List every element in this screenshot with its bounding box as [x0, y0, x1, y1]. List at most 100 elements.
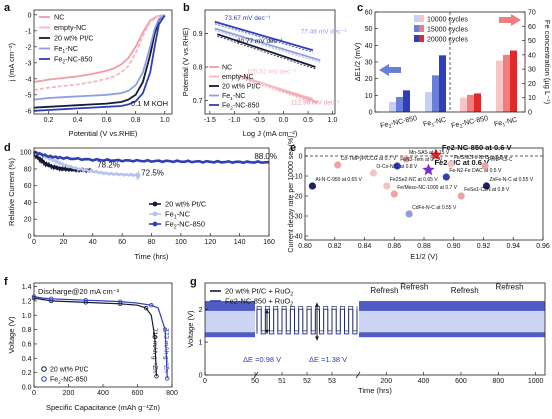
panel-c: Fe2-NC-850 Fe1-NC Fe2-NC-850 Fe1-NC01020304… [353, 10, 552, 130]
series-Fe1-NC [33, 14, 166, 101]
y-tick-label: 60 [365, 10, 373, 17]
x-tick-label: 0.90 [447, 243, 461, 250]
x-tick-label: 140 [234, 239, 246, 246]
series-marker [162, 327, 168, 332]
bar [510, 50, 517, 112]
plot-frame [204, 9, 336, 115]
y-tick-label: 100 [20, 150, 32, 157]
series-empty-NC [241, 76, 314, 100]
point-label: Mn-SAS at 0.75 V [409, 150, 450, 156]
panel-label-f: f [4, 276, 8, 288]
x-axis-label: E1/2 (V) [410, 252, 438, 261]
legend-marker [152, 201, 158, 207]
slope-label: 112.96 mV dec⁻¹ [291, 100, 341, 107]
y-tick-label: 40 [365, 43, 373, 50]
plot-frame [204, 282, 546, 376]
legend-label: 10000 cycles [427, 17, 468, 24]
x-tick-label: 51 [278, 378, 286, 385]
point-label: Fe/SNCFs-NH3 at 0.8 V [454, 155, 508, 161]
y-tick-label: 0.6 [22, 341, 32, 348]
y-tick-label: 20 [24, 217, 32, 224]
slope-label: 105.52 mV dec⁻¹ [247, 69, 297, 76]
x-tick-label: 80 [148, 239, 156, 246]
scatter-point [481, 162, 489, 170]
x-tick-label: 0.86 [387, 243, 401, 250]
legend-swatch [414, 35, 419, 42]
refresh-label: Refresh [496, 283, 524, 292]
y-tick-label: 60 [24, 183, 32, 190]
x-tick-label: 0.6 [102, 117, 112, 124]
point-label: Fe-N2-Fe DAC at 0.5 V [449, 168, 502, 174]
x-axis-label: Time (hrs) [135, 252, 169, 261]
y-tick-label: 0 [28, 12, 32, 19]
series-20 wt% Pt/C [217, 33, 316, 68]
legend-swatch [419, 25, 424, 32]
x-tick-label: -1.0 [228, 117, 240, 124]
point-label: FeN3-Tem at 0.7 V [400, 157, 443, 163]
y-tick-label: 10 [528, 95, 536, 102]
slope-label: 80.77 mV dec⁻¹ [237, 38, 284, 45]
bar [474, 93, 481, 112]
scatter-point [334, 161, 342, 169]
x-axis-label: Specific Capacitance (mAh g⁻¹Zn) [46, 403, 161, 412]
legend-label: Fe2-NC-850 [222, 103, 259, 112]
point-label: Fe2Se2-NC at 0.65 V [390, 177, 438, 183]
y-tick-label: 10 [365, 93, 373, 100]
legend-label: Fe2-NC-850 [50, 377, 87, 386]
y-axis-label: Relative Current (%) [7, 158, 16, 226]
point-label: Al-N-C-950 at 0.65 V [315, 177, 362, 183]
annotation: 0.1 M KOH [131, 99, 168, 108]
legend-label: NC [222, 65, 232, 72]
legend-label: Fe1-NC [54, 44, 78, 55]
y-tick-label: -1 [25, 28, 31, 35]
scatter-point [383, 182, 391, 190]
scatter-point [369, 169, 378, 177]
y-tick-label: 0.2 [22, 370, 32, 377]
series-marker [49, 296, 54, 301]
point-label: ZnFe-N-C at 0.55 V [489, 177, 533, 183]
x-tick-label: 600 [132, 390, 144, 397]
legend-label: empty-NC [54, 23, 86, 32]
y-tick-label: -40 [292, 234, 302, 241]
y-tick-label: -10 [292, 174, 302, 181]
y-tick-label: 0 [28, 234, 32, 241]
y-tick-label: 1.0 [22, 313, 32, 320]
panel-a: 0.2 0.4 0.6 0.8 1.0 0 -1 -2 -3 -4 -5 -6 Potential (V… [7, 9, 173, 138]
slope-label: 77.46 mV dec⁻¹ [301, 28, 348, 35]
value-label: 72.5% [141, 169, 164, 178]
bar [467, 94, 474, 112]
legend-label: Fe2-NC-850 + RuO2 [225, 297, 293, 308]
panel-d: 0 20 40 60 80 100 120 140 160 0 20 40 60 80 100 Time (h… [7, 147, 277, 261]
y-tick-label: -20 [292, 194, 302, 201]
y-tick-label: 0.7 [193, 98, 203, 105]
point-label: Fe/Meso-NC-1000 at 0.7 V [397, 185, 457, 191]
bar [439, 55, 446, 112]
x-tick-label: 0.82 [328, 243, 342, 250]
legend-label: 20 wt% Pt/C [54, 34, 94, 43]
bar [460, 97, 467, 112]
x-tick-label: 0.8 [131, 117, 141, 124]
scatter-point [390, 190, 398, 198]
x-tick-label: 100 [175, 239, 187, 246]
y-axis-label: Voltage (V) [186, 310, 195, 348]
legend-label: empty-NC [222, 74, 254, 81]
value-label: 88.0% [254, 152, 277, 161]
scatter-point [442, 173, 450, 181]
series-Fe1-NC [214, 27, 321, 62]
series-marker [154, 374, 159, 379]
legend-marker [152, 221, 158, 227]
point-label: FeSe1-C2N at 0.8 V [464, 187, 510, 193]
scatter-point [308, 182, 317, 190]
x-tick-label: 400 [418, 378, 430, 385]
y-tick-label: 0.9 [193, 31, 203, 38]
y-tick-label: 50 [528, 38, 536, 45]
fit-line [241, 78, 314, 102]
point-label: Co-TMPyP/CCG at 0.7 V [341, 156, 397, 162]
panel-label-a: a [4, 2, 11, 14]
y-tick-label: -3 [25, 60, 31, 67]
arrow-up-icon [265, 309, 269, 314]
panel-label-g: g [190, 276, 197, 288]
x-axis-label: Time (hrs) [358, 386, 392, 395]
legend-label: 20 wt% Pt/C [50, 367, 89, 374]
